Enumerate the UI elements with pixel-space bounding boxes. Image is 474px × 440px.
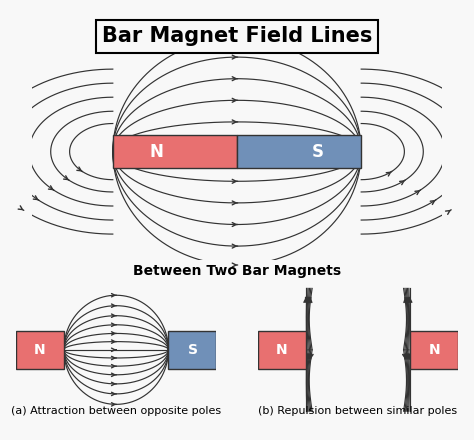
Text: N: N [428, 343, 440, 357]
Bar [258, 331, 306, 369]
Bar [113, 136, 237, 168]
Text: S: S [312, 143, 324, 161]
Text: Bar Magnet Field Lines: Bar Magnet Field Lines [102, 26, 372, 46]
Text: N: N [276, 343, 287, 357]
Bar [410, 331, 458, 369]
Text: (b) Repulsion between similar poles: (b) Repulsion between similar poles [258, 406, 457, 416]
Text: N: N [149, 143, 163, 161]
Text: (a) Attraction between opposite poles: (a) Attraction between opposite poles [11, 406, 221, 416]
Text: Between Two Bar Magnets: Between Two Bar Magnets [133, 264, 341, 278]
Bar [237, 136, 361, 168]
Text: N: N [34, 343, 46, 357]
Bar [168, 331, 216, 369]
Text: S: S [188, 343, 198, 357]
Bar [16, 331, 64, 369]
